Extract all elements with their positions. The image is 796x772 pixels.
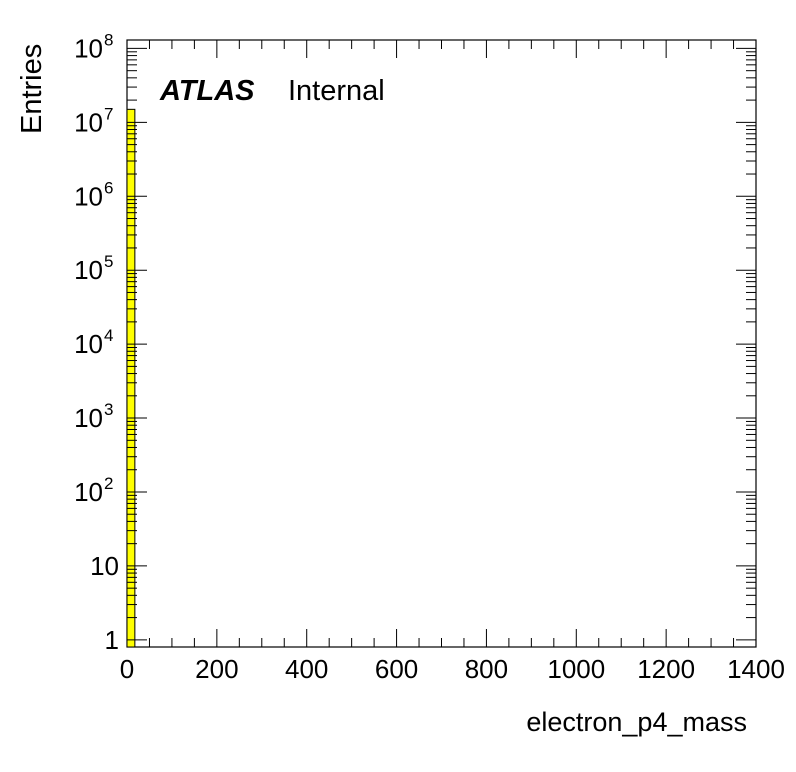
y-tick-exponent: 6 [104,178,113,197]
axis-ticks [126,40,757,647]
x-tick-label: 1000 [547,654,605,684]
y-tick-exponent: 4 [104,326,113,345]
x-tick-label: 200 [195,654,238,684]
y-tick-label: 10 [74,477,103,507]
y-tick-exponent: 8 [104,30,113,49]
internal-label: Internal [288,75,385,107]
y-tick-exponent: 2 [104,474,113,493]
plot-frame [126,39,757,648]
y-tick-label: 10 [90,551,119,581]
x-tick-label: 800 [465,654,508,684]
y-axis-label: Entries [16,44,48,134]
x-tick-label: 1400 [727,654,785,684]
y-tick-label: 10 [74,181,103,211]
y-tick-exponent: 7 [104,104,113,123]
y-tick-exponent: 5 [104,252,113,271]
x-tick-label: 600 [375,654,418,684]
y-tick-label: 10 [74,403,103,433]
histogram-bins [126,108,136,648]
x-axis-label: electron_p4_mass [526,707,747,737]
y-tick-label: 10 [74,107,103,137]
x-tick-label: 1200 [637,654,695,684]
y-tick-label: 10 [74,33,103,63]
x-tick-label: 0 [120,654,134,684]
y-tick-label: 1 [105,625,119,655]
x-tick-labels: 0 200 400 600 800 1000 1200 1400 [120,654,785,684]
x-tick-label: 400 [285,654,328,684]
atlas-label: ATLAS [159,75,255,107]
y-tick-label: 10 [74,329,103,359]
y-tick-label: 10 [74,255,103,285]
histogram-bar [126,108,136,648]
y-tick-exponent: 3 [104,400,113,419]
